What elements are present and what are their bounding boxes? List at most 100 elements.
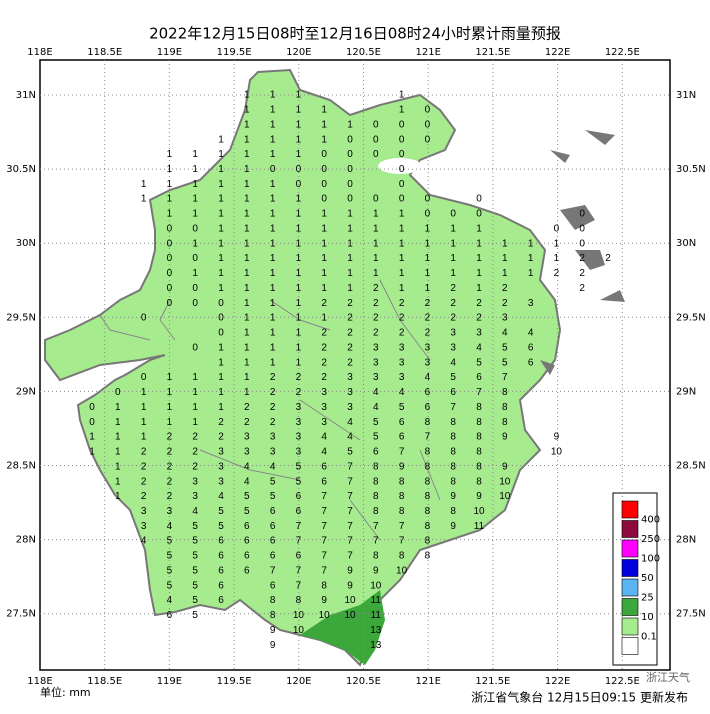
grid-value: 1 bbox=[244, 268, 250, 279]
grid-value: 2 bbox=[141, 476, 147, 487]
grid-value: 8 bbox=[373, 476, 379, 487]
grid-value: 3 bbox=[167, 506, 173, 517]
grid-value: 1 bbox=[192, 402, 198, 413]
grid-value: 2 bbox=[321, 372, 327, 383]
grid-value: 2 bbox=[347, 357, 353, 368]
grid-value: 2 bbox=[167, 476, 173, 487]
grid-value: 1 bbox=[347, 119, 353, 130]
lat-label: 29.5N bbox=[676, 312, 706, 323]
grid-value: 1 bbox=[399, 253, 405, 264]
grid-value: 2 bbox=[218, 432, 224, 443]
grid-value: 2 bbox=[425, 313, 431, 324]
grid-value: 1 bbox=[270, 253, 276, 264]
grid-value: 1 bbox=[218, 164, 224, 175]
grid-value: 1 bbox=[192, 387, 198, 398]
grid-value: 8 bbox=[373, 461, 379, 472]
grid-value: 6 bbox=[296, 551, 302, 562]
grid-value: 3 bbox=[192, 491, 198, 502]
grid-value: 3 bbox=[321, 387, 327, 398]
grid-value: 4 bbox=[373, 387, 379, 398]
watermark: 浙江天气 bbox=[646, 670, 690, 684]
grid-value: 1 bbox=[528, 238, 534, 249]
grid-value: 7 bbox=[347, 551, 353, 562]
grid-value: 2 bbox=[450, 283, 456, 294]
grid-value: 0 bbox=[218, 328, 224, 339]
grid-value: 1 bbox=[502, 238, 508, 249]
grid-value: 1 bbox=[373, 209, 379, 220]
grid-value: 9 bbox=[502, 432, 508, 443]
grid-value: 1 bbox=[270, 105, 276, 116]
grid-value: 4 bbox=[528, 328, 534, 339]
grid-value: 6 bbox=[399, 417, 405, 428]
grid-value: 2 bbox=[373, 313, 379, 324]
legend-label: 50 bbox=[641, 573, 654, 584]
lon-label: 118E bbox=[27, 47, 52, 58]
grid-value: 0 bbox=[399, 194, 405, 205]
grid-value: 1 bbox=[425, 223, 431, 234]
grid-value: 2 bbox=[399, 313, 405, 324]
grid-value: 1 bbox=[450, 268, 456, 279]
grid-value: 1 bbox=[167, 417, 173, 428]
grid-value: 2 bbox=[554, 268, 560, 279]
grid-value: 2 bbox=[605, 253, 611, 264]
grid-value: 4 bbox=[167, 595, 173, 606]
grid-value: 1 bbox=[399, 238, 405, 249]
grid-value: 5 bbox=[167, 551, 173, 562]
grid-value: 2 bbox=[270, 387, 276, 398]
grid-value: 7 bbox=[321, 521, 327, 532]
grid-value: 10 bbox=[396, 565, 408, 576]
grid-value: 4 bbox=[502, 328, 508, 339]
grid-value: 3 bbox=[141, 521, 147, 532]
grid-value: 1 bbox=[270, 238, 276, 249]
grid-value: 1 bbox=[270, 90, 276, 101]
grid-value: 3 bbox=[141, 506, 147, 517]
lon-label: 120.5E bbox=[346, 47, 381, 58]
grid-value: 9 bbox=[450, 521, 456, 532]
grid-value: 1 bbox=[296, 268, 302, 279]
grid-value: 0 bbox=[373, 134, 379, 145]
grid-value: 10 bbox=[293, 625, 305, 636]
grid-value: 6 bbox=[218, 595, 224, 606]
grid-value: 1 bbox=[167, 194, 173, 205]
grid-value: 10 bbox=[344, 610, 356, 621]
grid-value: 11 bbox=[474, 521, 485, 532]
grid-value: 8 bbox=[321, 580, 327, 591]
grid-value: 1 bbox=[450, 253, 456, 264]
grid-value: 1 bbox=[270, 194, 276, 205]
grid-value: 0 bbox=[347, 164, 353, 175]
grid-value: 8 bbox=[425, 417, 431, 428]
grid-value: 3 bbox=[450, 328, 456, 339]
grid-value: 1 bbox=[554, 238, 560, 249]
grid-value: 0 bbox=[167, 223, 173, 234]
grid-value: 1 bbox=[476, 253, 482, 264]
legend-swatch bbox=[621, 617, 639, 636]
grid-value: 3 bbox=[321, 402, 327, 413]
grid-value: 1 bbox=[115, 432, 121, 443]
grid-value: 0 bbox=[373, 119, 379, 130]
grid-value: 7 bbox=[450, 402, 456, 413]
lat-label: 28N bbox=[676, 535, 696, 546]
grid-value: 2 bbox=[425, 298, 431, 309]
grid-value: 3 bbox=[296, 402, 302, 413]
lon-label: 120.5E bbox=[346, 676, 381, 687]
grid-value: 1 bbox=[425, 238, 431, 249]
grid-value: 1 bbox=[296, 238, 302, 249]
grid-value: 1 bbox=[244, 90, 250, 101]
grid-value: 1 bbox=[347, 253, 353, 264]
grid-value: 3 bbox=[270, 432, 276, 443]
grid-value: 0 bbox=[167, 298, 173, 309]
grid-value: 9 bbox=[347, 565, 353, 576]
grid-value: 6 bbox=[296, 506, 302, 517]
grid-value: 1 bbox=[296, 194, 302, 205]
grid-value: 5 bbox=[192, 595, 198, 606]
grid-value: 5 bbox=[270, 491, 276, 502]
grid-value: 1 bbox=[270, 179, 276, 190]
grid-value: 6 bbox=[218, 536, 224, 547]
grid-value: 8 bbox=[450, 506, 456, 517]
grid-value: 1 bbox=[321, 134, 327, 145]
grid-value: 7 bbox=[373, 521, 379, 532]
grid-value: 1 bbox=[141, 387, 147, 398]
grid-value: 4 bbox=[218, 491, 224, 502]
grid-value: 1 bbox=[450, 238, 456, 249]
